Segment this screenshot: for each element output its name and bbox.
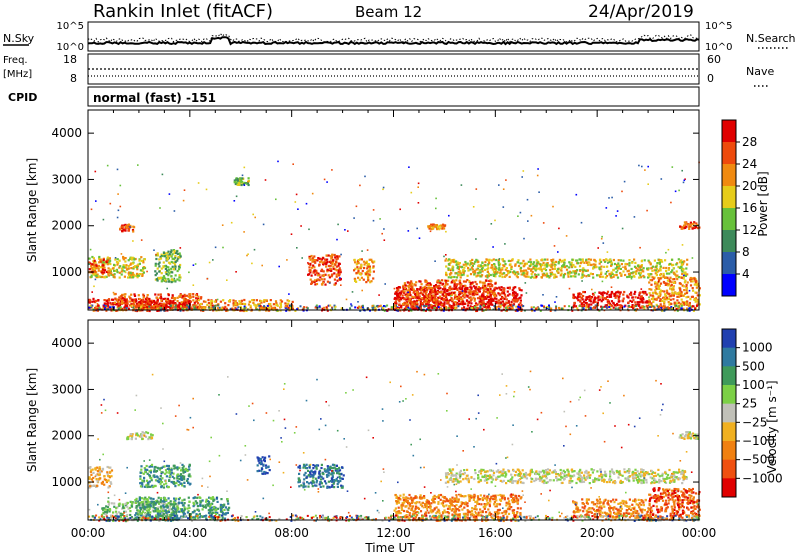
- data-region-5: [88, 258, 110, 273]
- data-region-7: [119, 224, 135, 233]
- colorbar-tick-label: 1000: [742, 341, 773, 355]
- x-tick-label: 04:00: [173, 526, 208, 540]
- colorbar-tick-label: 16: [742, 201, 757, 215]
- data-region-8: [307, 254, 342, 286]
- colorbar-tick-label: 8: [742, 245, 750, 259]
- nave-label: Nave: [746, 65, 774, 78]
- x-tick-label: 20:00: [580, 526, 615, 540]
- cpid-label: CPID: [8, 91, 37, 104]
- y-tick-label: 4000: [51, 126, 82, 140]
- data-region-4: [257, 455, 271, 475]
- colorbar-swatch: [722, 348, 736, 367]
- power-colorbar-label: Power [dB]: [756, 171, 770, 236]
- data-region-9: [353, 258, 375, 283]
- y-tick-label: 2000: [51, 219, 82, 233]
- colorbar-swatch: [722, 186, 736, 209]
- velocity-y-axis-label: Slant Range [km]: [25, 368, 39, 472]
- colorbar-swatch: [722, 478, 736, 497]
- data-region-6: [154, 249, 182, 283]
- colorbar-tick-label: 12: [742, 223, 757, 237]
- velocity-colorbar-label: Velocity [m s⁻¹]: [765, 380, 779, 473]
- power-colorbar: 4 8 12 16 20 24 28: [722, 120, 757, 297]
- time-axis-label: Time UT: [364, 541, 415, 554]
- power-y-axis-label: Slant Range [km]: [25, 158, 39, 262]
- velocity-data-regions: [88, 371, 701, 523]
- y-tick-label: 1000: [51, 475, 82, 489]
- data-region-10: [126, 431, 154, 440]
- nave-tick-top: 60: [707, 53, 721, 66]
- colorbar-swatch: [722, 404, 736, 423]
- noise-left-label: N.Sky: [3, 32, 35, 45]
- power-data-regions: [88, 161, 701, 313]
- noise-right-label: N.Search: [746, 32, 796, 45]
- colorbar-swatch: [722, 274, 736, 297]
- colorbar-tick-label: −25: [742, 415, 767, 429]
- velocity-panel-frame: [88, 320, 699, 520]
- colorbar-swatch: [722, 252, 736, 275]
- freq-label-line2: [MHz]: [3, 69, 32, 80]
- x-tick-label: 16:00: [478, 526, 513, 540]
- colorbar-swatch: [722, 142, 736, 165]
- y-tick-label: 1000: [51, 265, 82, 279]
- noise-search-trace: [88, 34, 699, 43]
- station-title: Rankin Inlet (fitACF): [93, 1, 273, 22]
- colorbar-swatch: [722, 460, 736, 479]
- beam-label: Beam 12: [355, 3, 422, 21]
- colorbar-tick-label: 500: [742, 359, 765, 373]
- colorbar-swatch: [722, 422, 736, 441]
- data-region-6: [445, 468, 688, 484]
- noise-right-tick-top: 10^5: [705, 21, 732, 32]
- colorbar-tick-label: 24: [742, 157, 757, 171]
- colorbar-tick-label: 100: [742, 378, 765, 392]
- colorbar-tick-label: 28: [742, 135, 757, 149]
- colorbar-swatch: [722, 366, 736, 385]
- noise-right-tick-bottom: 10^0: [705, 42, 732, 53]
- x-tick-label: 12:00: [376, 526, 411, 540]
- colorbar-tick-label: 25: [742, 397, 757, 411]
- freq-tick-top: 18: [63, 53, 77, 66]
- freq-label-line1: Freq.: [3, 55, 28, 66]
- freq-tick-bottom: 8: [70, 72, 77, 85]
- x-tick-label: 00:00: [682, 526, 717, 540]
- time-axis: 00:00 04:00 08:00 12:00 16:00 20:00 00:00: [71, 526, 717, 540]
- y-tick-label: 3000: [51, 382, 82, 396]
- colorbar-swatch: [722, 385, 736, 404]
- x-tick-label: 00:00: [71, 526, 106, 540]
- power-y-ticks: 1000 2000 3000 4000: [51, 110, 699, 310]
- colorbar-swatch: [722, 230, 736, 253]
- colorbar-swatch: [722, 441, 736, 460]
- colorbar-swatch: [722, 329, 736, 348]
- y-tick-label: 4000: [51, 336, 82, 350]
- colorbar-tick-label: 4: [742, 267, 750, 281]
- cpid-text: normal (fast) -151: [93, 91, 216, 105]
- noise-sky-trace: [88, 37, 699, 44]
- data-region-3: [297, 464, 344, 489]
- y-tick-label: 3000: [51, 172, 82, 186]
- data-region-15: [427, 223, 446, 230]
- x-tick-label: 08:00: [274, 526, 309, 540]
- data-region-11: [139, 464, 191, 489]
- colorbar-swatch: [722, 164, 736, 187]
- data-region-12: [444, 258, 688, 279]
- noise-left-tick-bottom: 10^0: [57, 42, 84, 53]
- date-label: 24/Apr/2019: [588, 2, 694, 22]
- noise-panel-frame: [88, 22, 699, 51]
- data-region-0: [88, 466, 113, 489]
- colorbar-tick-label: 20: [742, 179, 757, 193]
- scatter-points: [88, 161, 699, 312]
- velocity-y-ticks: 1000 2000 3000 4000: [51, 320, 699, 520]
- colorbar-swatch: [722, 120, 736, 143]
- y-tick-label: 2000: [51, 429, 82, 443]
- colorbar-swatch: [722, 208, 736, 231]
- noise-left-tick-top: 10^5: [57, 21, 84, 32]
- nave-tick-bottom: 0: [707, 72, 714, 85]
